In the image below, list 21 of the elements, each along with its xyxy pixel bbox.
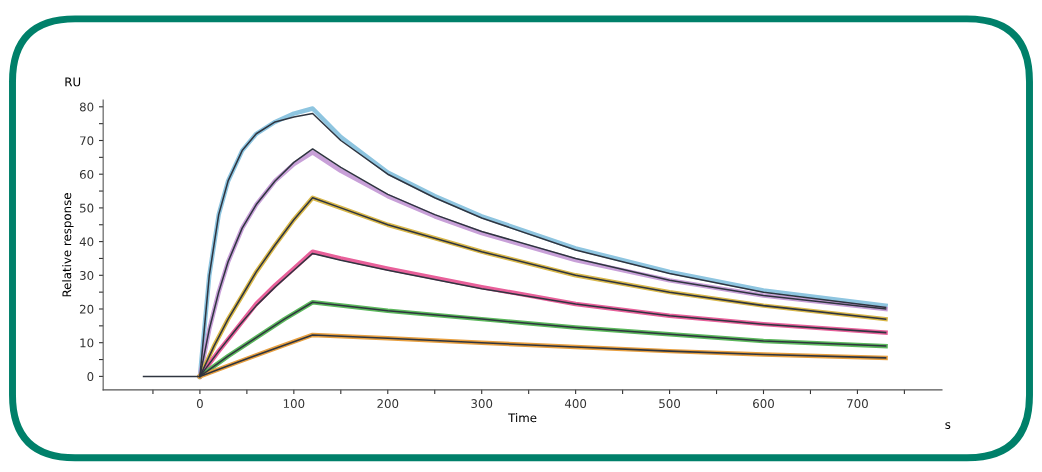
y-tick-label: 10 xyxy=(80,338,94,348)
x-tick-label: 700 xyxy=(847,399,868,409)
text: RU xyxy=(65,77,81,87)
x-axis-title: Time xyxy=(508,413,537,423)
y-tick-label: 80 xyxy=(79,102,94,112)
x-tick-label: 400 xyxy=(564,399,587,409)
x-tick-label: 100 xyxy=(283,399,305,409)
y-tick-label: 60 xyxy=(79,169,94,179)
y-tick-label: 40 xyxy=(79,237,94,247)
x-tick-label: 200 xyxy=(377,399,399,409)
x-tick-label: 600 xyxy=(753,399,774,409)
x-tick-label: 300 xyxy=(471,399,493,409)
x-tick-label: 0 xyxy=(196,399,203,409)
y-tick-label: 50 xyxy=(80,203,94,213)
y-tick-label: 30 xyxy=(80,271,94,280)
y-tick-label: 0 xyxy=(87,372,94,382)
y-tick-label: 20 xyxy=(79,304,94,314)
y-axis-title: Relative response xyxy=(62,193,74,297)
text: s xyxy=(945,422,951,429)
x-tick-label: 500 xyxy=(659,399,681,409)
y-tick-label: 70 xyxy=(80,136,94,146)
